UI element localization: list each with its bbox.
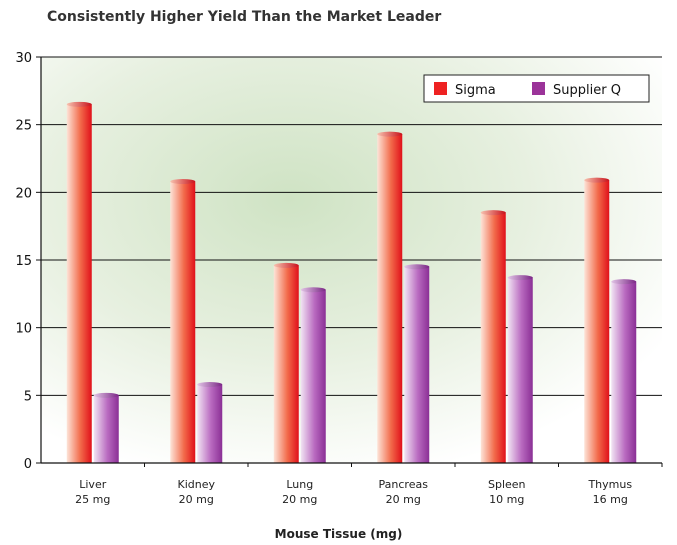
bar-cap (197, 382, 223, 388)
bar-supplier-q-lung (300, 287, 326, 463)
bar-body (507, 277, 533, 463)
bar-cap (480, 210, 506, 216)
bar-cap (377, 131, 403, 137)
bar-cap (507, 275, 533, 281)
x-category-sublabel: 20 mg (179, 493, 214, 506)
bar-cap (584, 177, 610, 183)
bar-cap (404, 264, 430, 270)
bar-body (611, 281, 637, 463)
x-category-label: Lung (286, 478, 313, 491)
y-tick-label: 25 (15, 119, 32, 134)
x-category-label: Kidney (177, 478, 215, 491)
bar-cap (93, 392, 119, 398)
bar-body (404, 266, 430, 463)
bar-body (377, 134, 403, 463)
x-category-sublabel: 20 mg (386, 493, 421, 506)
chart-title: Consistently Higher Yield Than the Marke… (47, 9, 442, 25)
x-category-label: Thymus (587, 478, 632, 491)
x-category-sublabel: 20 mg (282, 493, 317, 506)
bar-cap (300, 287, 326, 293)
x-category-label: Spleen (488, 478, 526, 491)
x-category-label: Liver (79, 478, 106, 491)
bar-supplier-q-pancreas (404, 264, 430, 463)
bar-sigma-spleen (480, 210, 506, 463)
bar-supplier-q-liver (93, 392, 119, 463)
x-category-label: Pancreas (379, 478, 429, 491)
bar-sigma-liver (66, 101, 92, 463)
bar-body (66, 104, 92, 463)
bar-body (584, 180, 610, 464)
bar-cap (170, 179, 196, 185)
y-tick-label: 15 (15, 254, 32, 269)
bar-body (300, 289, 326, 463)
bar-supplier-q-kidney (197, 382, 223, 463)
bar-body (170, 181, 196, 464)
legend-swatch-sigma (434, 82, 447, 95)
y-tick-label: 30 (15, 51, 32, 66)
legend-label: Supplier Q (553, 83, 621, 98)
y-tick-label: 5 (24, 389, 32, 404)
bar-sigma-lung (273, 262, 299, 463)
bar-supplier-q-thymus (611, 279, 637, 463)
bar-cap (66, 101, 92, 107)
x-category-sublabel: 16 mg (593, 493, 628, 506)
bar-supplier-q-spleen (507, 275, 533, 463)
bar-body (273, 265, 299, 463)
x-axis-label: Mouse Tissue (mg) (274, 527, 403, 541)
bar-sigma-thymus (584, 177, 610, 464)
x-category-sublabel: 10 mg (489, 493, 524, 506)
y-tick-label: 20 (15, 186, 32, 201)
y-tick-label: 10 (15, 322, 32, 337)
y-tick-label: 0 (24, 457, 32, 472)
legend-swatch-supplier-q (532, 82, 545, 95)
bar-body (197, 384, 223, 463)
legend-label: Sigma (455, 83, 496, 98)
bar-sigma-pancreas (377, 131, 403, 463)
bar-sigma-kidney (170, 179, 196, 464)
x-category-sublabel: 25 mg (75, 493, 110, 506)
bar-cap (273, 262, 299, 268)
bar-body (480, 212, 506, 463)
bar-body (93, 395, 119, 463)
bar-cap (611, 279, 637, 285)
